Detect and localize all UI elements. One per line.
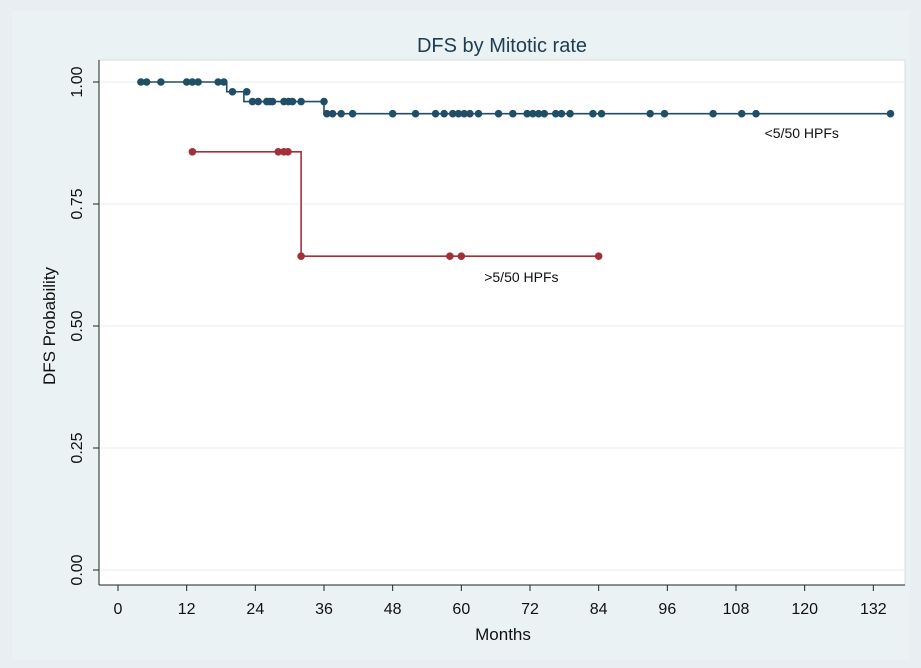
censor-marker	[349, 110, 357, 118]
censor-marker	[752, 110, 760, 118]
censor-marker	[189, 148, 197, 156]
x-tick-label: 72	[521, 601, 539, 618]
censor-marker	[738, 110, 746, 118]
censor-marker	[337, 110, 345, 118]
censor-marker	[157, 78, 165, 86]
censor-marker	[709, 110, 717, 118]
y-tick-label: 0.75	[69, 188, 86, 219]
censor-marker	[143, 78, 151, 86]
censor-marker	[541, 110, 549, 118]
censor-marker	[887, 110, 895, 118]
censor-marker	[412, 110, 420, 118]
censor-marker	[466, 110, 474, 118]
censor-marker	[598, 110, 606, 118]
x-tick-label: 120	[791, 601, 818, 618]
x-tick-label: 12	[178, 601, 196, 618]
censor-marker	[558, 110, 566, 118]
y-tick-label: 0.00	[69, 554, 86, 585]
censor-marker	[458, 252, 466, 260]
censor-marker	[220, 78, 228, 86]
x-tick-label: 96	[658, 601, 676, 618]
censor-marker	[661, 110, 669, 118]
censor-marker	[475, 110, 483, 118]
y-axis-label: DFS Probability	[40, 266, 59, 385]
censor-marker	[589, 110, 597, 118]
censor-marker	[284, 148, 292, 156]
censor-marker	[194, 78, 202, 86]
censor-marker	[495, 110, 503, 118]
censor-marker	[566, 110, 574, 118]
censor-marker	[432, 110, 440, 118]
censor-marker	[389, 110, 397, 118]
y-tick-label: 0.25	[69, 432, 86, 463]
x-tick-label: 108	[723, 601, 750, 618]
y-tick-label: 1.00	[69, 66, 86, 97]
chart-title: DFS by Mitotic rate	[417, 35, 587, 57]
x-tick-label: 48	[384, 601, 402, 618]
x-tick-label: 0	[114, 601, 123, 618]
censor-marker	[320, 98, 328, 106]
censor-marker	[329, 110, 337, 118]
censor-marker	[297, 98, 305, 106]
censor-marker	[646, 110, 654, 118]
censor-marker	[229, 88, 237, 96]
censor-marker	[289, 98, 297, 106]
censor-marker	[509, 110, 517, 118]
x-tick-label: 24	[246, 601, 264, 618]
censor-marker	[243, 88, 251, 96]
x-tick-label: 84	[590, 601, 608, 618]
x-tick-label: 132	[860, 601, 887, 618]
series-label: <5/50 HPFs	[765, 125, 839, 141]
series-label: >5/50 HPFs	[484, 269, 558, 285]
censor-marker	[297, 252, 305, 260]
censor-marker	[446, 252, 454, 260]
x-axis-label: Months	[475, 625, 531, 644]
x-tick-label: 60	[452, 601, 470, 618]
censor-marker	[440, 110, 448, 118]
censor-marker	[595, 252, 603, 260]
x-tick-label: 36	[315, 601, 333, 618]
censor-marker	[254, 98, 262, 106]
y-tick-label: 0.50	[69, 310, 86, 341]
censor-marker	[269, 98, 277, 106]
